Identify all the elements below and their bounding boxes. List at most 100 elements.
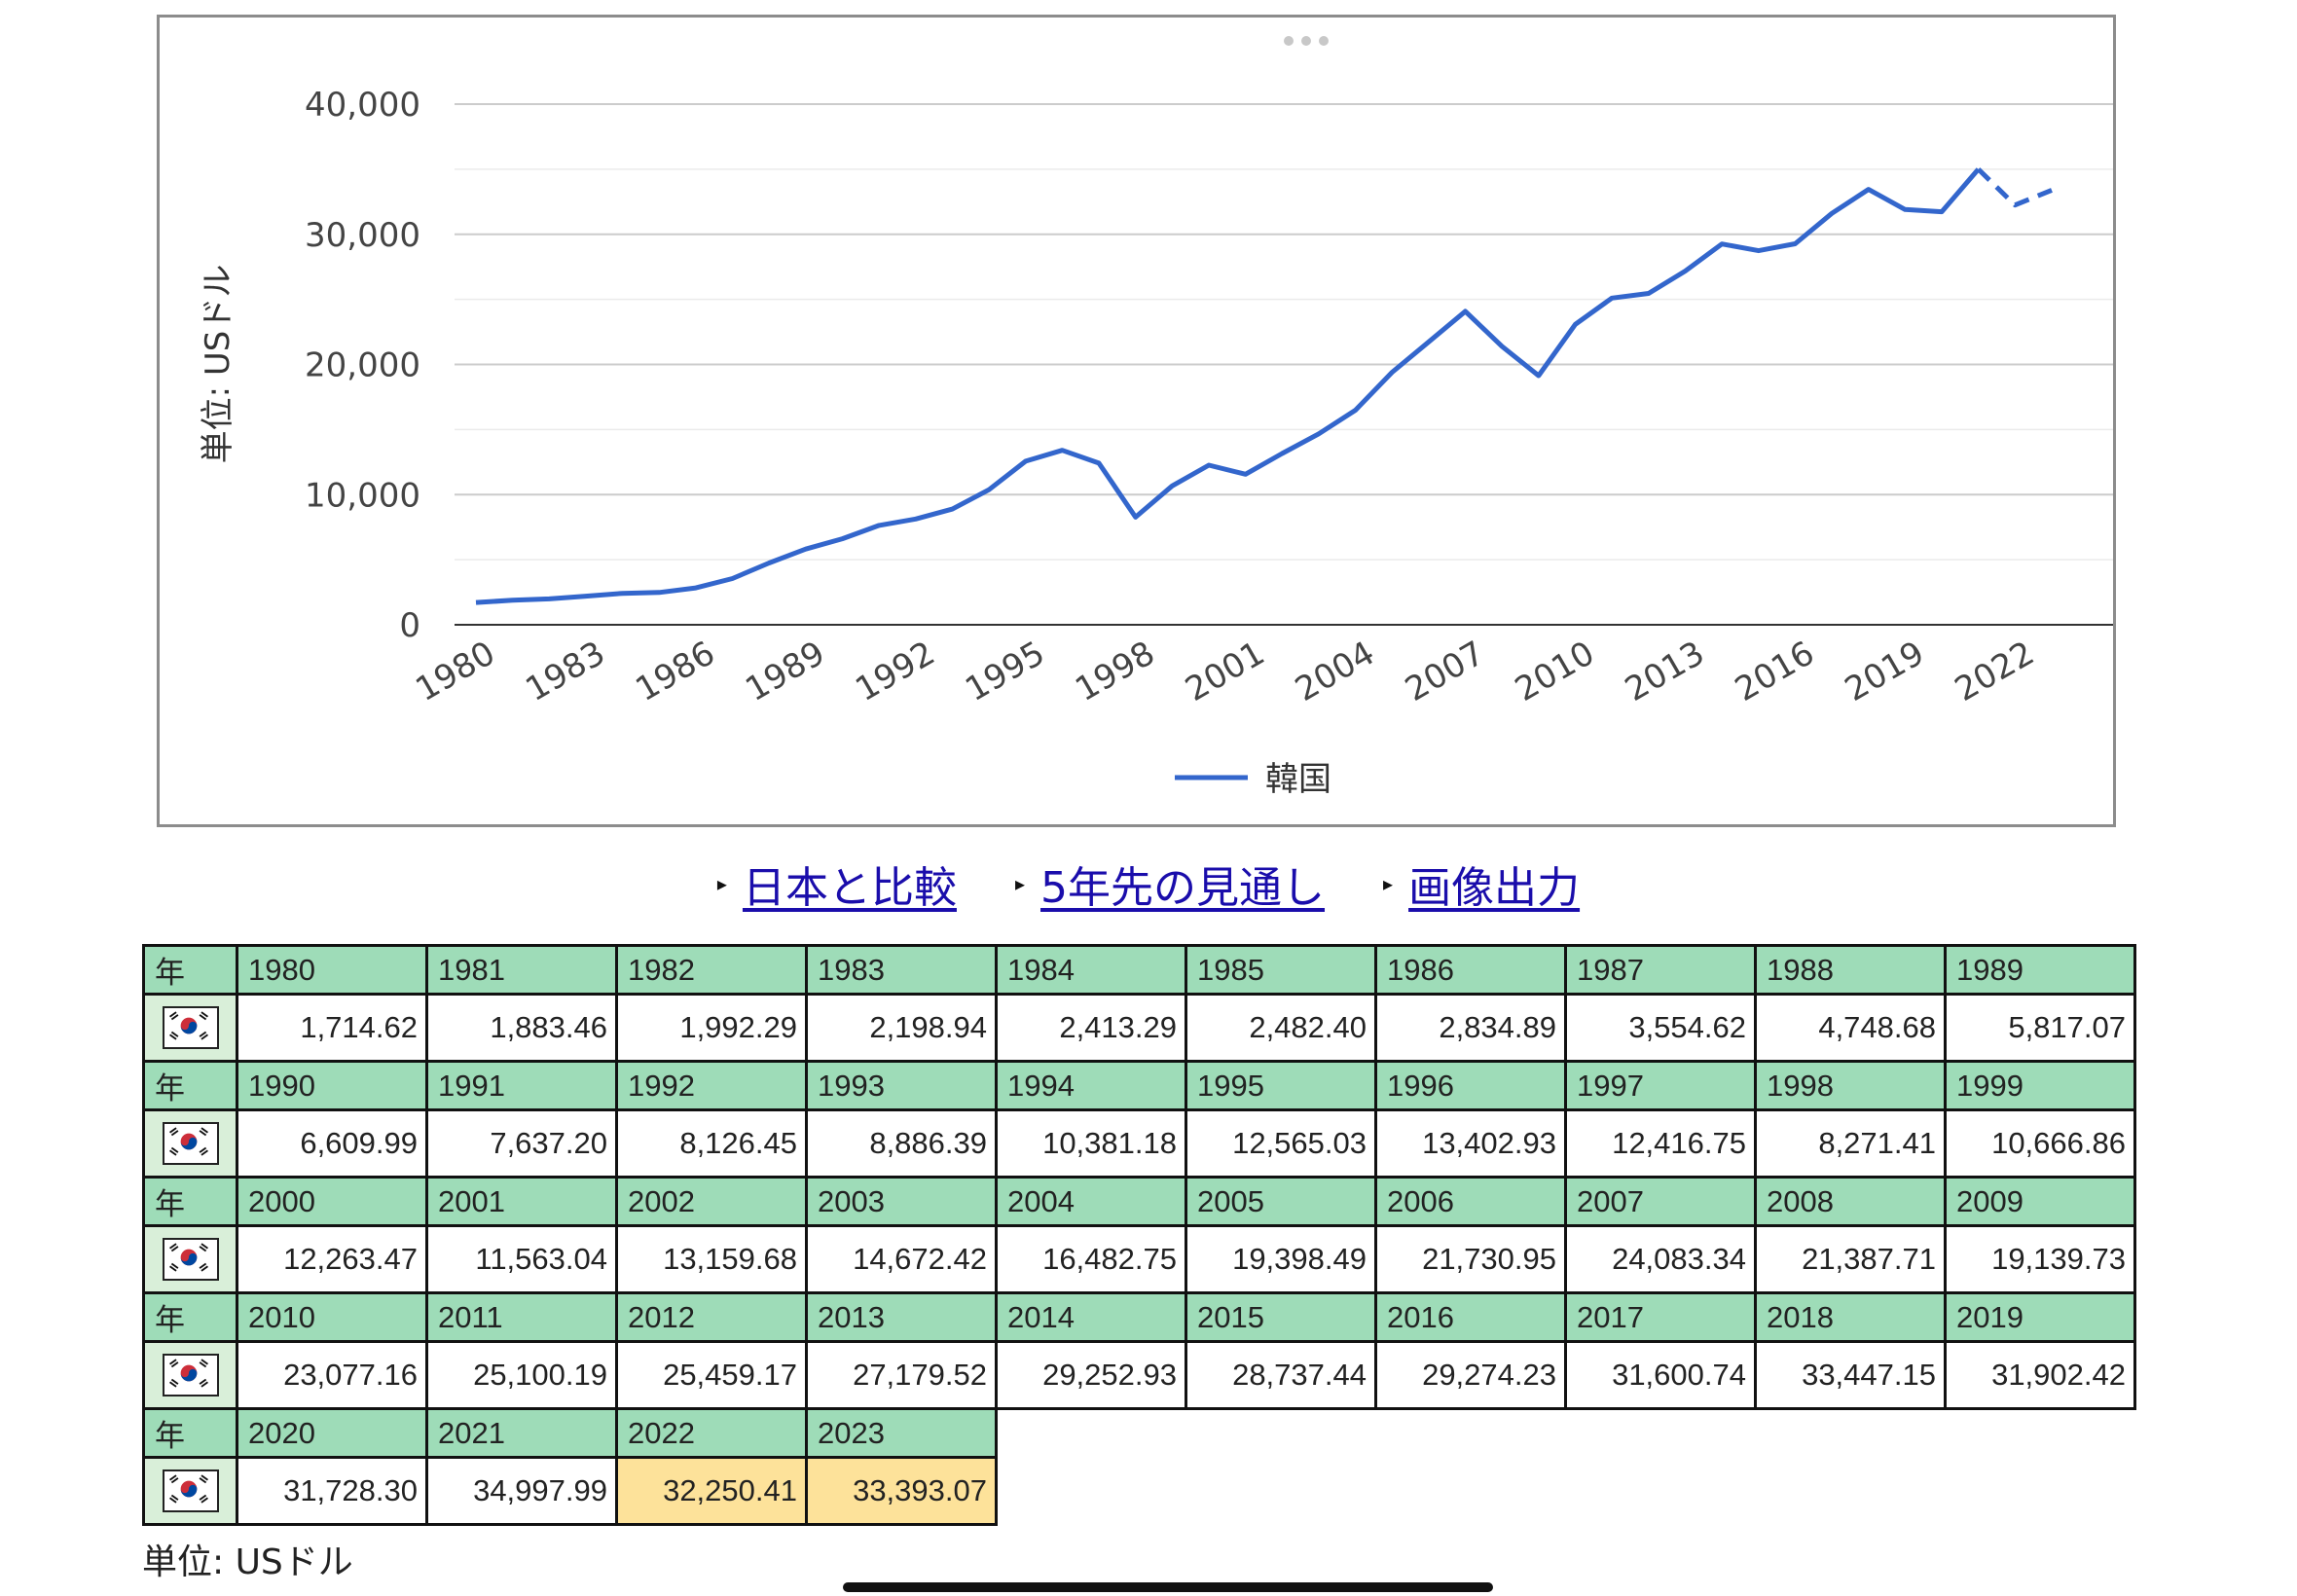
empty-cell [1756,1458,1946,1525]
south-korea-flag-icon [162,1354,219,1396]
year-cell: 2013 [805,1291,998,1343]
empty-cell [1946,1409,2135,1458]
link-item[interactable]: ▸ 日本と比較 [717,852,957,915]
value-cell: 32,250.41 [615,1456,808,1526]
south-korea-flag-icon [162,1469,219,1512]
value-cell: 8,886.39 [805,1108,998,1179]
empty-cell [1566,1409,1756,1458]
x-tick-label: 1983 [520,634,612,709]
y-tick-label: 20,000 [305,346,420,385]
year-cell: 2017 [1564,1291,1757,1343]
year-header-label: 年 [142,1060,238,1111]
series-line-korea-forecast [1976,167,2053,208]
action-links: ▸ 日本と比較 ▸ 5年先の見通し ▸ 画像出力 [0,854,2297,913]
value-row: 31,728.30 34,997.99 32,250.41 33,393.07 [142,1456,2135,1526]
value-row: 23,077.16 25,100.19 25,459.17 27,179.52 29,2… [142,1340,2136,1410]
year-cell: 1999 [1944,1060,2136,1111]
unit-note: 単位: USドル [142,1542,353,1582]
year-cell: 1986 [1374,944,1567,996]
x-tick-label: 1980 [410,634,502,709]
value-cell: 2,413.29 [995,993,1187,1063]
y-tick-label: 10,000 [305,476,420,515]
value-row: 12,263.47 11,563.04 13,159.68 14,672.42 16,4… [142,1224,2136,1294]
value-cell: 19,139.73 [1944,1224,2136,1294]
year-cell: 1982 [615,944,808,996]
year-cell: 1996 [1374,1060,1567,1111]
x-tick-label: 2013 [1619,634,1711,709]
year-cell: 2018 [1754,1291,1947,1343]
value-cell: 2,482.40 [1185,993,1377,1063]
value-cell: 33,447.15 [1754,1340,1947,1410]
empty-cell [1756,1409,1946,1458]
value-cell: 29,274.23 [1374,1340,1567,1410]
value-cell: 7,637.20 [425,1108,618,1179]
flag-cell [142,1456,238,1526]
link-1[interactable]: 日本と比較 [742,863,957,913]
drag-handle-icon[interactable] [1284,35,1329,47]
value-cell: 5,817.07 [1944,993,2136,1063]
year-cell: 2012 [615,1291,808,1343]
x-tick-label: 1989 [739,634,831,709]
year-header-label: 年 [142,1176,238,1227]
link-item[interactable]: ▸ 5年先の見通し [1015,852,1325,915]
year-cell: 1995 [1185,1060,1377,1111]
value-cell: 23,077.16 [236,1340,428,1410]
value-row: 6,609.99 7,637.20 8,126.45 8,886.39 10,381.1… [142,1108,2136,1179]
home-indicator [843,1582,1493,1592]
year-cell: 2002 [615,1176,808,1227]
year-cell: 2016 [1374,1291,1567,1343]
year-header-row: 年 2000 2001 2002 2003 2004 2005 2006 2007 2008 200… [142,1176,2136,1227]
year-cell: 1989 [1944,944,2136,996]
year-header-row: 年 1990 1991 1992 1993 1994 1995 1996 1997 1998 199… [142,1060,2136,1111]
chart-container: 0 10,000 20,000 30,000 40,000 単位: USドル 1980 198… [157,15,2116,827]
value-cell: 13,159.68 [615,1224,808,1294]
value-cell: 25,459.17 [615,1340,808,1410]
year-cell: 1997 [1564,1060,1757,1111]
value-cell: 19,398.49 [1185,1224,1377,1294]
link-2[interactable]: 5年先の見通し [1040,863,1326,913]
value-cell: 29,252.93 [995,1340,1187,1410]
y-tick-label: 40,000 [305,86,420,125]
x-tick-label: 2019 [1839,634,1931,709]
year-cell: 2020 [236,1407,428,1459]
year-cell: 2001 [425,1176,618,1227]
year-cell: 1990 [236,1060,428,1111]
year-cell: 2011 [425,1291,618,1343]
flag-cell [142,1224,238,1294]
value-cell: 12,565.03 [1185,1108,1377,1179]
value-cell: 21,730.95 [1374,1224,1567,1294]
year-cell: 2009 [1944,1176,2136,1227]
value-cell: 27,179.52 [805,1340,998,1410]
year-header-row: 年 1980 1981 1982 1983 1984 1985 1986 1987 1988 198… [142,944,2136,996]
link-3[interactable]: 画像出力 [1408,863,1581,913]
year-header-label: 年 [142,944,238,996]
arrow-right-icon: ▸ [1014,872,1026,895]
x-tick-label: 2022 [1949,634,2041,709]
year-cell: 2006 [1374,1176,1567,1227]
flag-cell [142,1340,238,1410]
link-item[interactable]: ▸ 画像出力 [1383,852,1580,915]
year-cell: 2008 [1754,1176,1947,1227]
year-cell: 2007 [1564,1176,1757,1227]
year-cell: 2019 [1944,1291,2136,1343]
value-cell: 3,554.62 [1564,993,1757,1063]
x-tick-label: 2016 [1729,634,1821,709]
flag-cell [142,993,238,1063]
x-tick-label: 2004 [1289,634,1381,709]
y-axis-label: 単位: USドル [199,265,237,464]
empty-cell [997,1458,1186,1525]
y-tick-label: 0 [399,606,420,645]
year-header-row: 年 2020 2021 2022 2023 [142,1407,2135,1459]
year-cell: 2023 [805,1407,998,1459]
value-cell: 25,100.19 [425,1340,618,1410]
year-cell: 1998 [1754,1060,1947,1111]
value-cell: 2,834.89 [1374,993,1567,1063]
year-header-row: 年 2010 2011 2012 2013 2014 2015 2016 2017 2018 201… [142,1291,2136,1343]
empty-cell [1376,1458,1566,1525]
value-cell: 6,609.99 [236,1108,428,1179]
value-cell: 14,672.42 [805,1224,998,1294]
value-cell: 10,381.18 [995,1108,1187,1179]
value-cell: 2,198.94 [805,993,998,1063]
value-cell: 31,902.42 [1944,1340,2136,1410]
year-cell: 1984 [995,944,1187,996]
